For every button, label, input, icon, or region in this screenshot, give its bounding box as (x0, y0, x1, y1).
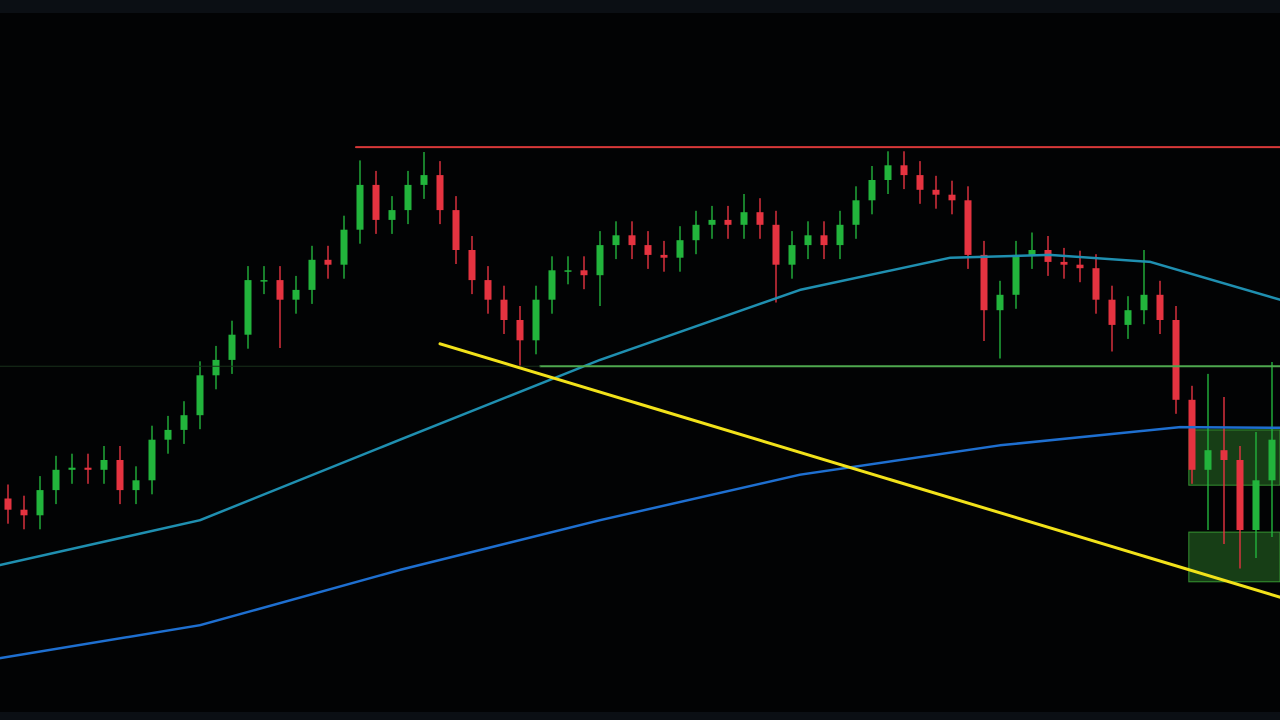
candle-body (1124, 310, 1132, 325)
candle-body (1188, 399, 1196, 470)
candle-body (980, 254, 988, 311)
candle-body (1204, 450, 1212, 470)
candle-body (884, 165, 892, 180)
candle-body (836, 224, 844, 246)
bottom-bar (0, 712, 1280, 720)
candle-body (948, 194, 956, 201)
candle-body (292, 289, 300, 300)
candle-body (804, 235, 812, 246)
candle-body (1060, 261, 1068, 265)
candle-body (724, 219, 732, 225)
candle-body (436, 175, 444, 211)
candle-body (1012, 254, 1020, 295)
candle-body (1140, 294, 1148, 311)
candle-body (148, 439, 156, 481)
candle-body (1156, 294, 1164, 320)
candle-body (324, 259, 332, 265)
candle-body (468, 250, 476, 281)
candle-body (916, 175, 924, 190)
candle-body (628, 235, 636, 246)
indicator-line (0, 253, 1280, 567)
candle-body (68, 467, 76, 470)
indicator-line (0, 425, 1280, 660)
candle-body (388, 210, 396, 220)
indicator-line (438, 342, 1280, 599)
candle-body (740, 212, 748, 225)
candle-body (612, 235, 620, 246)
candle-body (4, 498, 12, 510)
candle-body (1108, 299, 1116, 325)
candle-body (852, 200, 860, 225)
candle-body (244, 280, 252, 335)
candle-body (500, 299, 508, 320)
candle-body (996, 294, 1004, 311)
candle-body (196, 375, 204, 416)
candle-body (548, 270, 556, 300)
candle-body (756, 212, 764, 225)
candle-body (180, 415, 188, 430)
candle-body (308, 259, 316, 290)
candle-body (132, 480, 140, 491)
candle-body (52, 469, 60, 491)
candle-body (484, 280, 492, 300)
candle-body (340, 229, 348, 265)
candle-body (564, 270, 572, 272)
candle-body (772, 224, 780, 265)
candle-body (1076, 264, 1084, 269)
candle-body (260, 280, 268, 282)
candle-body (516, 320, 524, 341)
candle-body (84, 467, 92, 470)
candle-body (452, 210, 460, 250)
candle-body (228, 334, 236, 360)
candle-body (36, 490, 44, 516)
candle-body (692, 224, 700, 241)
candle-body (788, 245, 796, 265)
candle-body (1220, 450, 1228, 460)
candle-body (212, 359, 220, 376)
candle-body (404, 184, 412, 211)
candle-body (660, 254, 668, 258)
candle-body (420, 175, 428, 185)
candle-body (1268, 439, 1276, 481)
candle-body (580, 270, 588, 276)
candle-body (868, 180, 876, 201)
candle-body (372, 184, 380, 220)
candle-body (100, 460, 108, 470)
candle-body (596, 245, 604, 276)
candle-body (1092, 268, 1100, 300)
candle-body (116, 460, 124, 491)
plot-area (0, 146, 1280, 660)
candle-body (708, 219, 716, 225)
candle-body (964, 200, 972, 255)
candle-body (932, 189, 940, 195)
candle-body (676, 240, 684, 258)
candle-body (1172, 320, 1180, 400)
top-bar (0, 0, 1280, 13)
candle-body (276, 280, 284, 300)
candle-body (532, 299, 540, 341)
candle-body (644, 245, 652, 255)
candle-body (900, 165, 908, 176)
candle-body (20, 509, 28, 516)
candle-body (1028, 250, 1036, 255)
candle-body (164, 429, 172, 440)
candle-body (1236, 460, 1244, 530)
candle-body (820, 235, 828, 246)
candle-body (356, 184, 364, 230)
zone (1188, 429, 1280, 486)
candle-body (1252, 480, 1260, 530)
